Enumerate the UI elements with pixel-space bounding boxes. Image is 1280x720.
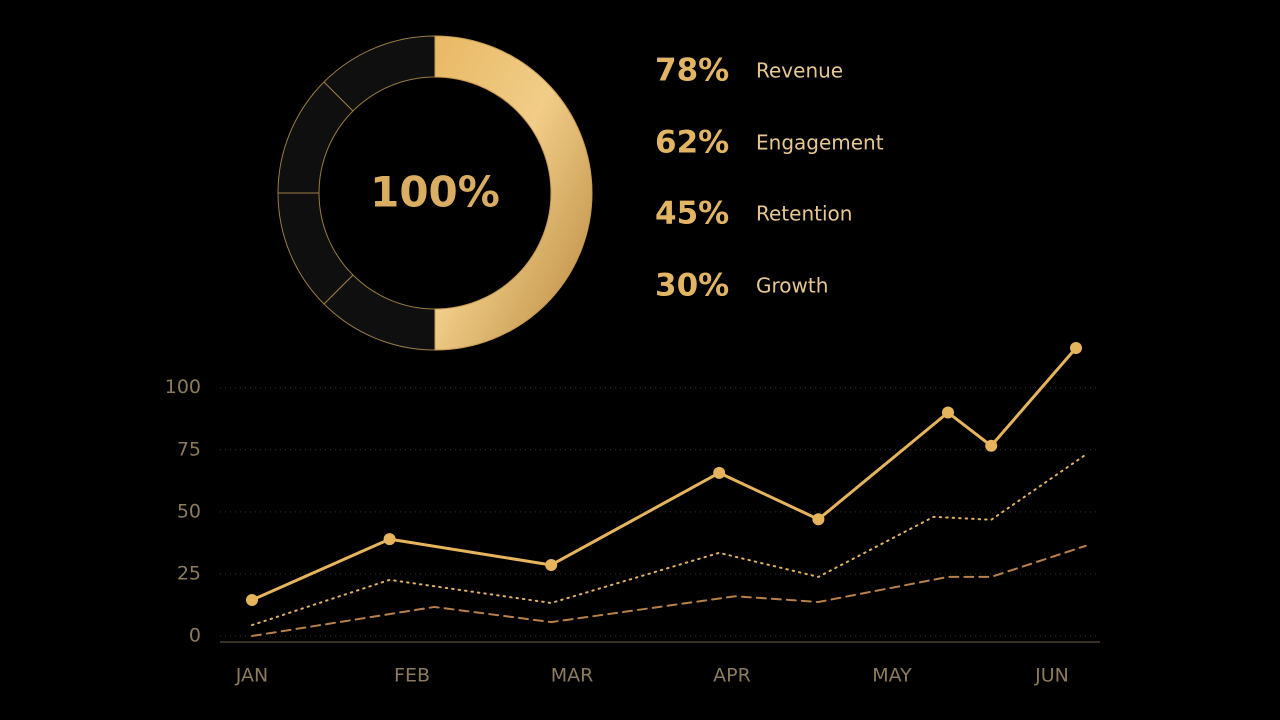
stat-label: Growth <box>756 274 828 298</box>
stat-value: 62% <box>655 125 729 161</box>
x-tick-label: JAN <box>235 665 268 687</box>
series-line <box>251 453 1087 627</box>
stat-value: 78% <box>655 53 729 89</box>
series-line <box>250 346 1078 602</box>
y-tick-label: 0 <box>189 625 201 647</box>
stat-label: Retention <box>756 202 852 226</box>
data-point <box>383 533 396 546</box>
stat-label: Revenue <box>756 59 843 83</box>
x-tick-label: JUN <box>1034 665 1069 687</box>
data-point <box>246 593 258 606</box>
stat-value: 30% <box>655 268 729 304</box>
x-tick-label: MAR <box>551 665 594 687</box>
x-tick-label: FEB <box>394 665 430 687</box>
series-line <box>251 544 1087 637</box>
data-point <box>812 513 825 526</box>
data-point <box>545 558 558 571</box>
y-tick-label: 75 <box>177 438 201 460</box>
y-tick-label: 100 <box>165 376 201 398</box>
y-tick-label: 25 <box>177 562 201 584</box>
x-tick-label: APR <box>713 665 751 687</box>
data-point <box>985 439 998 452</box>
data-point <box>942 406 954 419</box>
donut-fill <box>434 35 593 351</box>
stat-value: 45% <box>655 196 729 232</box>
data-point <box>1070 341 1082 354</box>
x-tick-label: MAY <box>872 665 912 687</box>
donut-center-label: 100% <box>370 168 500 217</box>
data-point <box>713 466 726 479</box>
y-tick-label: 50 <box>177 500 201 522</box>
stat-label: Engagement <box>756 131 884 155</box>
